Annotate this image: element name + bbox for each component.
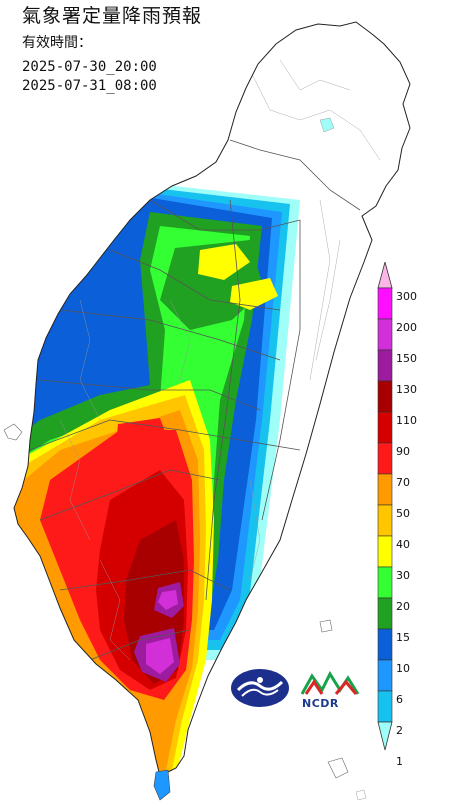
ncdr-logo-icon [300,670,360,695]
rain-zone-150mm-b [146,638,174,674]
legend-swatch-40 [377,504,393,537]
legend-label-1: 1 [396,755,403,768]
legend-swatch-130 [377,349,393,382]
legend-swatch-2 [377,690,393,723]
ncdr-logo-text: NCDR [302,697,339,710]
legend-arrow-bottom [377,721,393,751]
legend-label-10: 10 [396,662,410,675]
legend-swatch-200 [377,287,393,320]
legend-label-110: 110 [396,414,417,427]
legend-arrow-top [377,262,393,289]
rain-zone-30mm-north-b [230,278,278,310]
valid-time-end: 2025-07-31_08:00 [22,78,157,94]
legend-swatch-70 [377,442,393,475]
map-header: 氣象署定量降雨預報 有效時間： 2025-07-30_20:00 2025-07… [22,4,202,96]
valid-time-label: 有效時間： [22,35,92,51]
legend-swatch-6 [377,659,393,692]
legend-label-2: 2 [396,724,403,737]
legend-swatch-50 [377,473,393,506]
legend-swatch-15 [377,597,393,630]
legend-swatch-10 [377,628,393,661]
cwa-logo-icon [231,669,289,707]
legend-swatch-90 [377,411,393,444]
liuqiu-island [153,769,171,801]
legend-label-30: 30 [396,569,410,582]
township-boundaries [59,59,381,661]
legend-label-20: 20 [396,600,410,613]
penghu-islands [3,423,23,441]
orchid-island [327,757,349,779]
county-boundaries [29,139,361,661]
legend-swatch-110 [377,380,393,413]
legend-label-40: 40 [396,538,410,551]
legend-label-130: 130 [396,383,417,396]
green-island [319,619,333,633]
legend-swatch-150 [377,318,393,351]
legend-label-6: 6 [396,693,403,706]
legend-swatch-30 [377,535,393,568]
legend-label-70: 70 [396,476,410,489]
legend-label-15: 15 [396,631,410,644]
legend-label-150: 150 [396,352,417,365]
rainfall-legend [377,262,393,751]
small-island-north [319,117,335,133]
rain-field [14,180,300,776]
legend-label-50: 50 [396,507,410,520]
map-title: 氣象署定量降雨預報 [22,5,203,27]
legend-swatch-20 [377,566,393,599]
valid-time-start: 2025-07-30_20:00 [22,59,157,75]
small-island-east [355,789,367,801]
legend-label-300: 300 [396,290,417,303]
legend-label-90: 90 [396,445,410,458]
legend-label-200: 200 [396,321,417,334]
rain-zone-150mm [158,590,178,610]
